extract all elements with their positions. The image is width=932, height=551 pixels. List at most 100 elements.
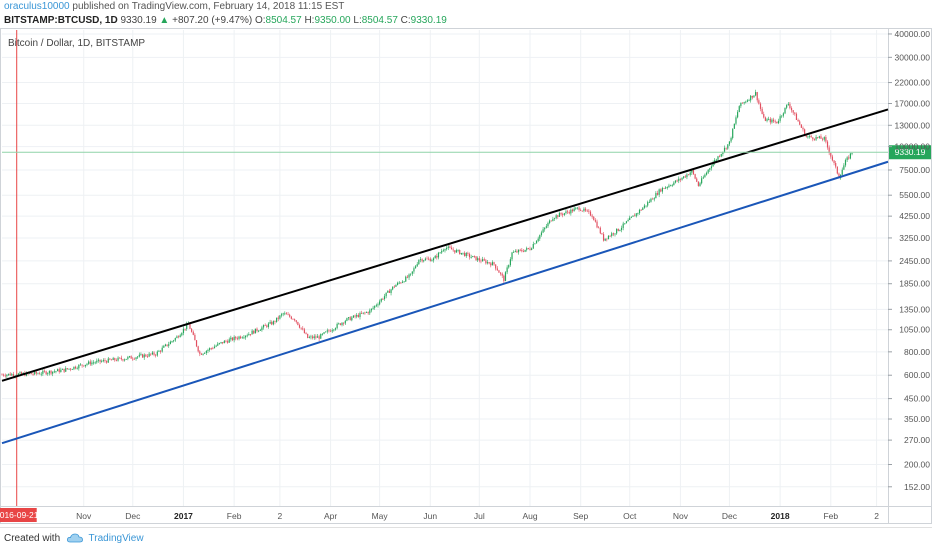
candle-body: [776, 121, 778, 124]
candle-body: [516, 251, 518, 253]
candle-body: [56, 369, 59, 372]
price-chart[interactable]: 2016-09-21 9330.19 40000.00 30000.00 22000…: [0, 28, 932, 524]
candle-body: [446, 247, 448, 250]
x-tick-label: Oct: [623, 511, 637, 521]
candle-body: [189, 323, 191, 329]
candle-body: [455, 250, 458, 253]
candle-body: [594, 220, 596, 222]
candle-body: [759, 103, 762, 109]
high-label: H:: [304, 15, 315, 26]
candle-body: [88, 361, 90, 364]
time-axis[interactable]: Nov Dec 2017 Feb 2 Apr May Jun Jul Aug Sep Oct Nov De…: [76, 511, 879, 521]
author-link[interactable]: oraculus10000: [4, 1, 70, 12]
candle-body: [568, 212, 570, 214]
candle-body: [295, 320, 297, 322]
x-tick-label: 2: [278, 511, 283, 521]
candle-body: [647, 202, 649, 206]
chart-frame[interactable]: 2016-09-21 9330.19 40000.00 30000.00 22000…: [0, 28, 932, 524]
candle-body: [804, 129, 806, 136]
candle-body: [101, 361, 103, 362]
candle-body: [424, 258, 426, 261]
candle-body: [346, 318, 348, 321]
candle-body: [66, 368, 68, 370]
candle-body: [191, 328, 193, 332]
candle-body: [669, 185, 672, 187]
candle-body: [817, 137, 819, 138]
x-tick-label: Feb: [823, 511, 838, 521]
candle-body: [588, 210, 590, 212]
candle-body: [171, 341, 173, 342]
candle-body: [441, 250, 443, 253]
candle-body: [459, 249, 461, 255]
candle-body: [320, 334, 322, 339]
candle-body: [748, 100, 750, 102]
candle-body: [642, 207, 644, 211]
candle-body: [354, 315, 356, 317]
candle-body: [151, 352, 153, 355]
candle-body: [763, 114, 765, 118]
candle-body: [797, 119, 799, 122]
symbol-name[interactable]: BITSTAMP:BTCUSD, 1D: [4, 15, 118, 26]
candle-body: [771, 119, 773, 123]
candle-body: [622, 223, 624, 228]
candle-body: [599, 227, 601, 234]
candle-body: [413, 268, 415, 272]
y-tick-label: 152.00: [904, 482, 930, 492]
candle-body: [109, 358, 111, 360]
candle-body: [499, 272, 502, 274]
candle-body: [483, 259, 485, 261]
candle-body: [259, 330, 261, 331]
candle-body: [53, 371, 55, 373]
candle-body: [627, 220, 629, 222]
candle-body: [808, 135, 811, 137]
x-tick-label: Aug: [522, 511, 537, 521]
candle-body: [71, 369, 73, 370]
x-tick-label: Dec: [722, 511, 738, 521]
close-label: C:: [400, 15, 411, 26]
candle-body: [339, 323, 341, 325]
candle-body: [351, 317, 353, 321]
candle-body: [267, 323, 270, 327]
candle-body: [401, 281, 404, 283]
candle-body: [795, 113, 798, 120]
candle-body: [99, 359, 101, 362]
candle-body: [612, 233, 614, 235]
candle-body: [328, 330, 330, 332]
candle-body: [331, 330, 333, 332]
candle-body: [163, 345, 165, 348]
candle-body: [504, 272, 507, 282]
candle-body: [148, 353, 150, 357]
up-arrow-icon: ▲: [159, 15, 170, 26]
candle-body: [343, 322, 345, 324]
candle-body: [715, 159, 717, 161]
candle-body: [311, 336, 314, 339]
last-price-badge: [889, 145, 931, 160]
candle-body: [97, 359, 100, 361]
candle-body: [681, 178, 683, 180]
open-value: 8504.57: [265, 15, 302, 26]
candle-body: [625, 221, 628, 224]
candle-body: [225, 340, 227, 342]
candle-body: [396, 282, 399, 285]
candle-body: [563, 213, 565, 215]
price-axis[interactable]: 40000.00 30000.00 22000.00 17000.00 13000.00…: [888, 29, 930, 492]
candle-body: [104, 360, 106, 362]
candle-body: [509, 259, 511, 266]
candle-body: [405, 276, 407, 282]
candle-body: [158, 350, 160, 352]
candle-body: [712, 162, 714, 167]
tradingview-brand[interactable]: TradingView: [88, 533, 144, 544]
candle-body: [235, 336, 237, 339]
candle-body: [357, 314, 359, 318]
candle-body: [694, 174, 696, 179]
chart-border: [0, 28, 932, 524]
candle-body: [30, 373, 33, 375]
candle-body: [540, 232, 543, 236]
candle-body: [349, 317, 351, 321]
candle-body: [356, 314, 358, 317]
x-tick-label: Jul: [474, 511, 485, 521]
candle-body: [468, 253, 471, 258]
candle-body: [737, 112, 739, 118]
candle-body: [269, 321, 271, 324]
candle-body: [508, 265, 510, 268]
